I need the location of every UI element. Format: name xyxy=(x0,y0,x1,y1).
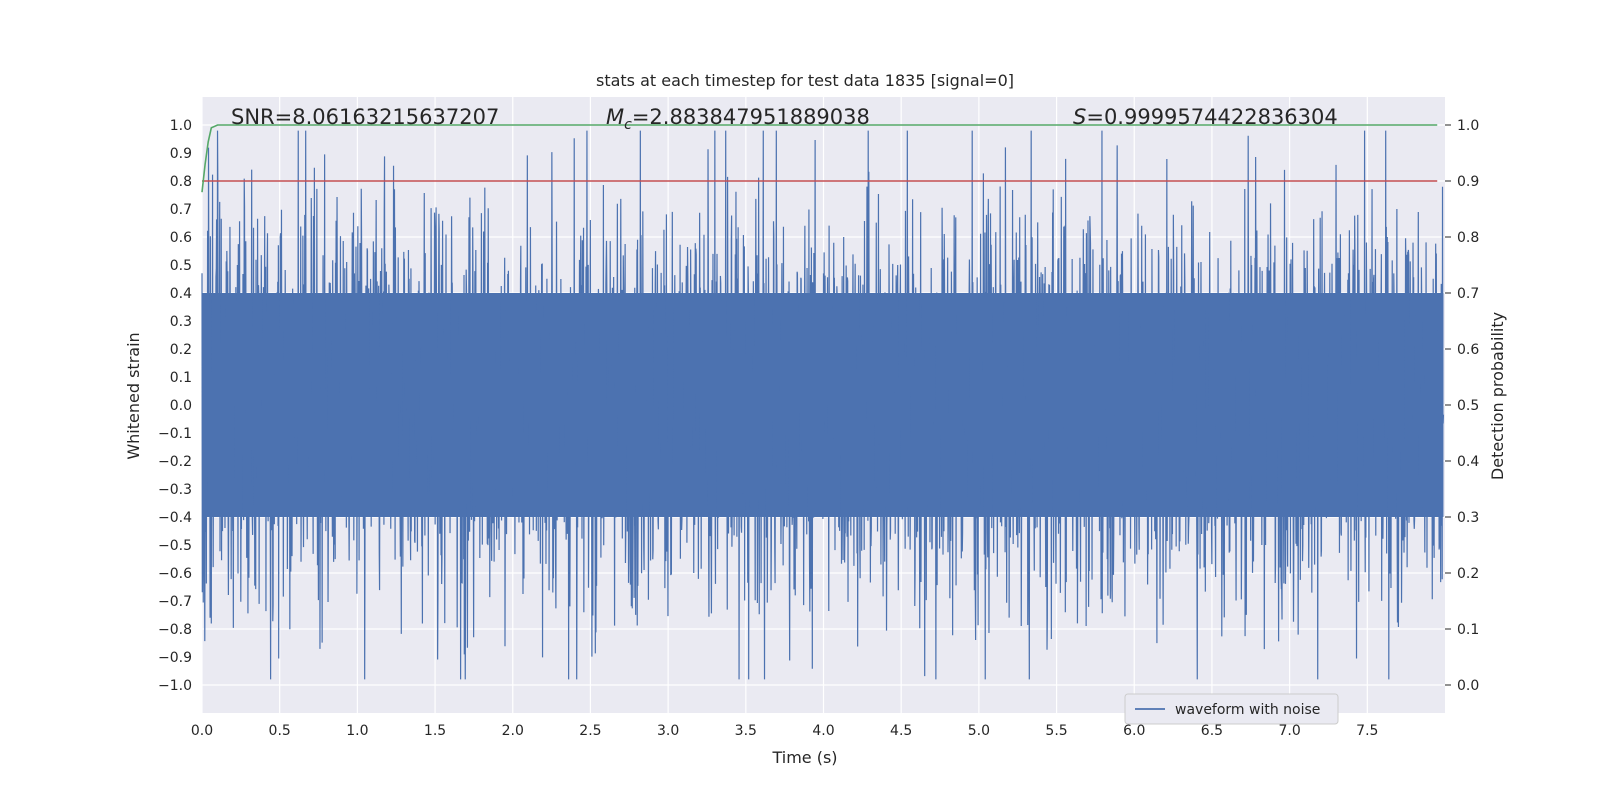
legend-box xyxy=(1124,693,1339,725)
x-axis-label: Time (s) xyxy=(771,748,837,767)
y-tick-label: 0.7 xyxy=(170,202,192,218)
y-tick-label: −1.0 xyxy=(158,678,192,694)
detection-probability-line xyxy=(201,124,1438,193)
y-tick-label: −0.8 xyxy=(158,622,192,638)
snr-annotation: SNR=8.06163215637207 xyxy=(231,105,499,129)
y-tick-label: 0.1 xyxy=(170,370,192,386)
x-tick-label: 4.5 xyxy=(890,723,912,739)
y2-tick-label: 0.8 xyxy=(1457,230,1479,246)
y-tick-label: −0.3 xyxy=(158,482,192,498)
x-tick-label: 0.5 xyxy=(269,723,291,739)
y-tick-label: 1.0 xyxy=(170,118,192,134)
chirp-mass-annotation: Mc=2.883847951889038 xyxy=(606,105,870,133)
y-tick-label: −0.9 xyxy=(158,650,192,666)
y-tick-label: 0.5 xyxy=(170,258,192,274)
y2-tick-label: 0.2 xyxy=(1457,566,1479,582)
y-tick-label: 0.6 xyxy=(170,230,192,246)
y2-tick-label: 0.5 xyxy=(1457,398,1479,414)
y2-tick-label: 0.0 xyxy=(1457,678,1479,694)
y-tick-label: −0.6 xyxy=(158,566,192,582)
x-tick-label: 2.0 xyxy=(502,723,524,739)
x-ticks: 0.0 0.5 1.0 1.5 2.0 2.5 3.0 3.5 4.0 4.5 5.0 5.5 6.0 6… xyxy=(191,723,1379,739)
x-tick-label: 3.0 xyxy=(657,723,679,739)
y-tick-label: 0.0 xyxy=(170,398,192,414)
y-tick-label: −0.7 xyxy=(158,594,192,610)
x-tick-label: 7.0 xyxy=(1278,723,1300,739)
x-tick-label: 6.0 xyxy=(1123,723,1145,739)
y-tick-label: 0.9 xyxy=(170,146,192,162)
chart-title: stats at each timestep for test data 183… xyxy=(596,71,1014,90)
y-tick-label: −0.5 xyxy=(158,538,192,554)
y2-tick-label: 0.7 xyxy=(1457,286,1479,302)
y2-tick-label: 0.9 xyxy=(1457,174,1479,190)
y-tick-label: −0.4 xyxy=(158,510,192,526)
x-tick-label: 4.0 xyxy=(812,723,834,739)
y-tick-label: −0.1 xyxy=(158,426,192,442)
y2-tick-label: 1.0 xyxy=(1457,118,1479,134)
x-tick-label: 0.0 xyxy=(191,723,213,739)
overlay-lines xyxy=(201,124,1438,193)
y2-axis-label: Detection probability xyxy=(1488,312,1507,480)
y2-tick-label: 0.4 xyxy=(1457,454,1479,470)
y-tick-label: −0.2 xyxy=(158,454,192,470)
x-tick-label: 7.5 xyxy=(1356,723,1378,739)
x-tick-label: 6.5 xyxy=(1201,723,1223,739)
y-tick-label: 0.8 xyxy=(170,174,192,190)
right-y-ticks: 1.0 0.9 0.8 0.7 0.6 0.5 0.4 0.3 0.2 0.1 0.0 xyxy=(1445,118,1479,694)
x-tick-label: 3.5 xyxy=(735,723,757,739)
x-tick-label: 5.0 xyxy=(968,723,990,739)
waveform-with-noise-series xyxy=(201,130,1445,680)
x-tick-label: 1.0 xyxy=(346,723,368,739)
x-tick-label: 5.5 xyxy=(1045,723,1067,739)
y2-tick-label: 0.3 xyxy=(1457,510,1479,526)
y2-tick-label: 0.6 xyxy=(1457,342,1479,358)
x-tick-label: 2.5 xyxy=(579,723,601,739)
legend: waveform with noise xyxy=(1124,693,1339,725)
y-axis-label: Whitened strain xyxy=(124,332,143,459)
left-y-ticks: 1.0 0.9 0.8 0.7 0.6 0.5 0.4 0.3 0.2 0.1 0.0 −0.1 −0.… xyxy=(158,118,192,694)
x-tick-label: 1.5 xyxy=(424,723,446,739)
waveform-trace xyxy=(201,130,1445,680)
y2-tick-label: 0.1 xyxy=(1457,622,1479,638)
y-tick-label: 0.3 xyxy=(170,314,192,330)
legend-label: waveform with noise xyxy=(1175,702,1320,718)
score-annotation: S=0.9999574422836304 xyxy=(1073,105,1338,129)
y-tick-label: 0.2 xyxy=(170,342,192,358)
y-tick-label: 0.4 xyxy=(170,286,192,302)
